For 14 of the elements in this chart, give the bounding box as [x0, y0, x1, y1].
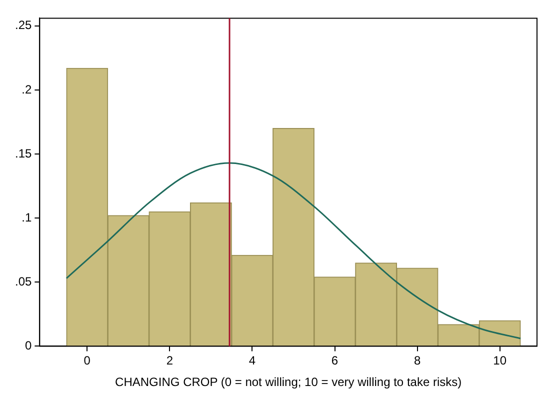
y-tick-label: .2: [22, 82, 32, 96]
y-tick-label: .1: [22, 210, 32, 224]
y-tick-label: .25: [14, 18, 32, 32]
x-tick-label: 2: [166, 354, 174, 368]
x-tick-label: 6: [331, 354, 338, 368]
x-tick-label: 0: [84, 354, 91, 368]
y-tick-label: 0: [24, 338, 32, 353]
x-tick-label: 8: [414, 354, 421, 368]
y-tick-label: .05: [14, 274, 32, 288]
x-tick-label: 4: [248, 354, 256, 368]
x-axis-title: CHANGING CROP (0 = not willing; 10 = very willing to take risks): [115, 375, 462, 390]
y-tick-label: .15: [14, 146, 32, 160]
x-tick-label: 10: [493, 354, 507, 368]
line-series: [66, 162, 522, 340]
